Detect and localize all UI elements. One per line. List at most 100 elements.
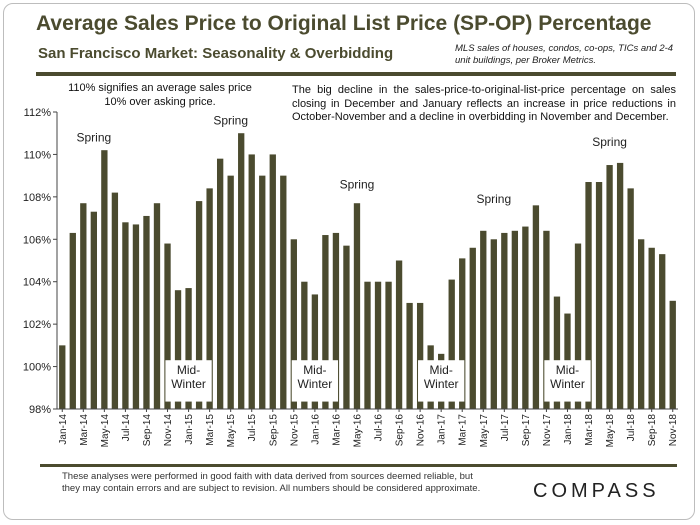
chart-labels: Spring Spring Spring Spring Spring	[76, 114, 626, 206]
bar-Jul-15	[248, 154, 255, 409]
x-tick-label: Sep-14	[142, 414, 153, 447]
x-tick-label: Jan-18	[563, 414, 574, 445]
bar-Jun-14	[111, 192, 119, 409]
mid-winter-label-line2: Winter	[171, 377, 206, 391]
bar-Feb-16	[322, 235, 329, 409]
x-tick-label: Sep-15	[268, 414, 279, 447]
bar-Oct-16	[406, 302, 413, 409]
bar-Aug-17	[511, 230, 519, 409]
mid-winter-band	[418, 360, 465, 402]
footer-divider	[40, 464, 677, 467]
x-tick-label: Nov-16	[416, 414, 427, 447]
bar-Aug-18	[638, 239, 645, 409]
bar-Nov-16	[416, 302, 424, 409]
x-tick-label: Mar-18	[584, 414, 595, 446]
bar-Aug-16	[385, 281, 392, 409]
title-divider	[36, 72, 676, 76]
bar-Jul-17	[501, 232, 508, 409]
source-note: MLS sales of houses, condos, co-ops, TIC…	[455, 43, 674, 66]
x-tick-label: May-14	[100, 414, 111, 448]
bar-Mar-17	[459, 258, 466, 409]
bar-Feb-15	[195, 201, 203, 409]
chart-subtitle: San Francisco Market: Seasonality & Over…	[38, 45, 394, 62]
y-tick-label: 102%	[23, 319, 51, 331]
y-tick-label: 98%	[29, 404, 51, 416]
bar-Jan-15	[185, 288, 192, 409]
spring-annotation: Spring	[476, 192, 511, 206]
x-tick-label: Mar-17	[458, 414, 469, 446]
bar-Sep-17	[522, 226, 529, 409]
bar-Sep-16	[395, 260, 403, 409]
x-tick-label: Sep-17	[521, 414, 532, 447]
bar-Dec-14	[174, 290, 182, 409]
bar-Jul-14	[122, 222, 129, 409]
x-tick-label: Jul-18	[626, 414, 637, 442]
bar-Nov-18	[669, 300, 676, 409]
x-tick-label: Jan-15	[184, 414, 195, 445]
mid-winter-label-line2: Winter	[298, 377, 333, 391]
x-tick-label: Jul-16	[374, 414, 385, 442]
x-tick-label: Jan-16	[310, 414, 321, 445]
bar-Jun-18	[616, 162, 624, 409]
bar-Nov-14	[164, 243, 171, 409]
bar-Mar-16	[332, 232, 340, 409]
mid-winter-label-line2: Winter	[424, 377, 459, 391]
compass-logo: COMPASS	[533, 480, 660, 502]
bar-Oct-18	[659, 254, 666, 409]
bar-Feb-18	[574, 243, 582, 409]
spring-annotation: Spring	[340, 177, 375, 191]
x-tick-label: Nov-18	[668, 414, 679, 447]
x-tick-label: Mar-16	[331, 414, 342, 446]
mid-winter-band	[165, 360, 212, 402]
bar-Nov-15	[290, 239, 297, 409]
bar-May-14	[101, 150, 108, 409]
x-tick-label: May-16	[352, 414, 363, 448]
bar-Feb-17	[448, 279, 455, 409]
bar-May-15	[227, 175, 234, 409]
x-tick-label: Jan-14	[58, 414, 69, 445]
mid-winter-band	[291, 360, 339, 402]
bar-Jun-17	[490, 239, 497, 409]
bar-Jun-15	[238, 133, 245, 409]
bar-Feb-14	[69, 232, 76, 409]
bar-May-16	[353, 203, 361, 409]
bar-Jan-16	[311, 294, 319, 409]
x-tick-label: May-18	[605, 414, 616, 448]
bar-Mar-14	[80, 203, 87, 409]
bar-Mar-15	[206, 188, 213, 409]
bar-Apr-18	[595, 182, 603, 409]
bar-Apr-15	[216, 158, 224, 409]
x-tick-label: Nov-17	[542, 414, 553, 447]
y-tick-label: 104%	[23, 277, 51, 289]
mid-winter-label-line1: Mid-	[430, 363, 453, 377]
x-tick-label: Mar-14	[79, 414, 90, 446]
x-tick-label: Nov-15	[289, 414, 300, 447]
bar-Apr-16	[343, 245, 350, 409]
bar-May-18	[606, 165, 613, 409]
bar-Oct-14	[153, 203, 161, 409]
y-tick-label: 100%	[23, 362, 51, 374]
chart-title: Average Sales Price to Original List Pri…	[36, 12, 652, 35]
bar-Dec-15	[301, 281, 308, 409]
bars-layer	[59, 133, 676, 409]
x-tick-label: Nov-14	[163, 414, 174, 447]
bar-Dec-17	[553, 296, 561, 409]
bar-Mar-18	[585, 182, 592, 409]
spring-annotation: Spring	[76, 131, 111, 145]
bar-Sep-14	[143, 215, 150, 409]
x-tick-label: May-15	[226, 414, 237, 448]
bar-Oct-15	[280, 175, 287, 409]
bar-Aug-14	[132, 224, 140, 409]
note-december-decline: The big decline in the sales-price-to-or…	[292, 84, 676, 125]
mid-winter-label-line1: Mid-	[303, 363, 326, 377]
bar-Nov-17	[543, 230, 550, 409]
note-110-percent: 110% signifies an average sales price 10…	[60, 82, 260, 109]
bar-Jul-16	[374, 281, 382, 409]
disclaimer-text: These analyses were performed in good fa…	[62, 471, 481, 494]
bar-Apr-14	[90, 211, 97, 409]
spring-annotation: Spring	[592, 135, 627, 149]
bar-Jul-18	[627, 188, 634, 409]
bar-May-17	[480, 230, 487, 409]
bar-Aug-15	[259, 175, 266, 409]
